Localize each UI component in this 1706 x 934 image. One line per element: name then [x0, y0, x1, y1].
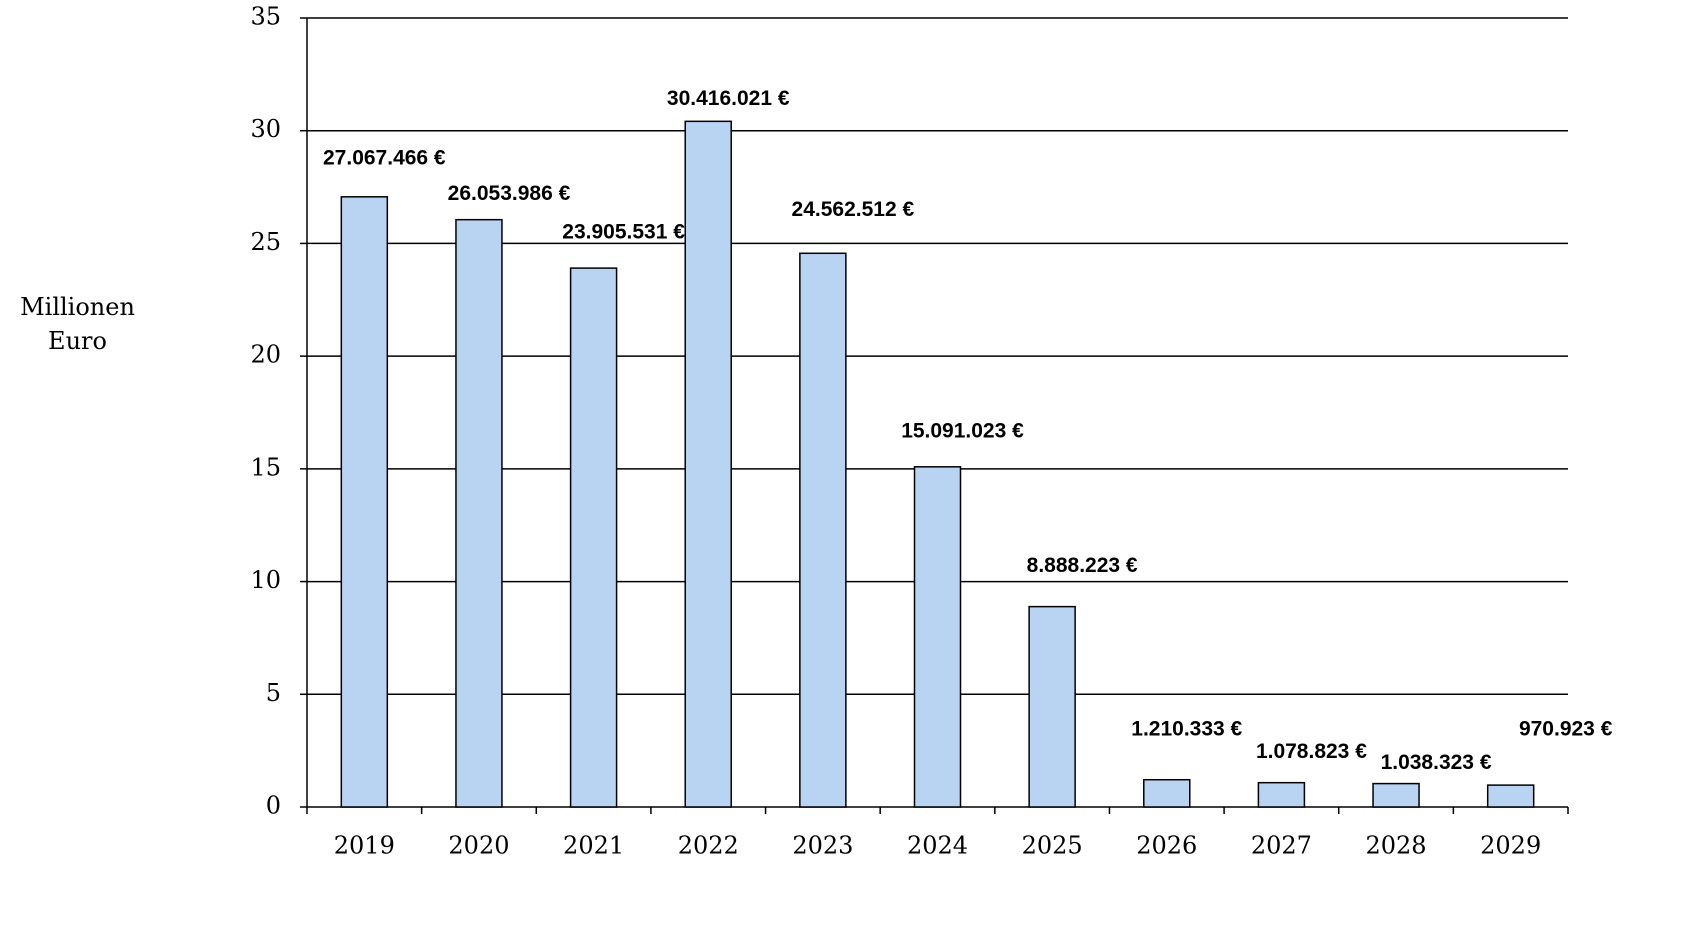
bar — [569, 267, 618, 808]
value-label: 8.888.223 € — [1027, 554, 1138, 577]
value-label: 1.078.823 € — [1256, 740, 1367, 763]
bar — [684, 120, 732, 808]
value-label: 30.416.021 € — [667, 87, 790, 110]
x-tick-label: 2029 — [1480, 832, 1541, 860]
value-label: 15.091.023 € — [901, 419, 1024, 442]
bar — [799, 252, 847, 808]
y-tick-label: 5 — [266, 679, 281, 707]
y-tick-label: 15 — [250, 453, 281, 481]
x-tick-label: 2024 — [907, 832, 968, 860]
y-tick-label: 10 — [250, 566, 281, 594]
value-label: 27.067.466 € — [323, 146, 446, 169]
bar — [1257, 781, 1306, 808]
y-tick-label: 35 — [250, 3, 281, 31]
x-tick-label: 2023 — [792, 832, 853, 860]
x-tick-label: 2021 — [563, 832, 624, 860]
x-tick-label: 2027 — [1251, 832, 1312, 860]
value-label: 23.905.531 € — [562, 221, 685, 244]
bar — [1028, 605, 1076, 808]
value-label: 970.923 € — [1519, 718, 1613, 741]
x-tick-label: 2020 — [448, 832, 509, 860]
value-label: 1.210.333 € — [1131, 717, 1242, 740]
y-tick-label: 30 — [250, 115, 281, 143]
x-tick-label: 2028 — [1366, 832, 1427, 860]
bar — [340, 196, 389, 808]
y-tick-label: 20 — [250, 341, 281, 369]
bar — [1143, 778, 1191, 808]
x-tick-label: 2019 — [334, 832, 395, 860]
value-label: 1.038.323 € — [1381, 751, 1492, 774]
bar — [913, 466, 962, 808]
bar — [1486, 784, 1535, 808]
x-tick-label: 2025 — [1022, 832, 1083, 860]
bar — [1372, 782, 1420, 808]
x-tick-label: 2022 — [678, 832, 739, 860]
x-tick-label: 2026 — [1136, 832, 1197, 860]
value-label: 26.053.986 € — [448, 182, 571, 205]
y-tick-label: 0 — [266, 792, 281, 820]
bar — [455, 218, 503, 808]
y-axis-label: Millionen Euro — [20, 293, 135, 355]
value-label: 24.562.512 € — [792, 198, 915, 221]
y-tick-label: 25 — [250, 228, 281, 256]
